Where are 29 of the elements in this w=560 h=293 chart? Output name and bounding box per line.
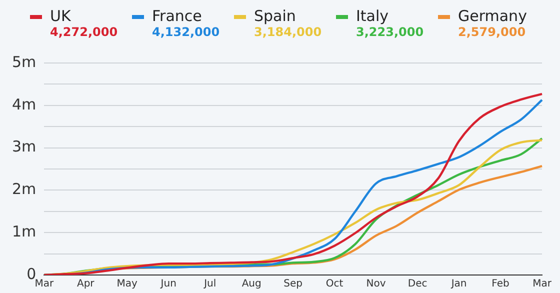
x-tick-label: Mar: [34, 278, 54, 290]
text: 2,579,000: [457, 25, 527, 40]
x-tick-label: Mar: [532, 278, 552, 290]
text: 4,132,000: [151, 25, 221, 40]
x-tick-label: Oct: [326, 278, 344, 290]
y-tick-label: 5m: [12, 52, 36, 71]
legend-label: Italy: [356, 7, 389, 25]
text: 3,223,000: [355, 25, 425, 40]
x-tick-label: Dec: [408, 278, 428, 290]
x-tick-label: Jul: [203, 278, 216, 290]
x-tick-label: Jan: [450, 278, 467, 290]
legend-label: UK: [50, 7, 71, 25]
y-tick-label: 4m: [12, 95, 36, 114]
x-tick-label: Aug: [242, 278, 262, 290]
y-tick-label: 3m: [12, 138, 36, 156]
x-tick-label: Sep: [284, 278, 303, 290]
legend-label: Spain: [254, 7, 296, 25]
text: 4,272,000: [49, 25, 119, 40]
x-tick-label: May: [116, 278, 138, 290]
x-tick-label: Feb: [492, 278, 510, 290]
text: 3,184,000: [253, 25, 323, 40]
y-tick-label: 0: [26, 264, 36, 283]
x-tick-label: Apr: [76, 278, 96, 290]
legend-label: France: [152, 7, 202, 25]
x-tick-label: Nov: [366, 278, 386, 290]
x-tick-label: Jun: [160, 278, 176, 290]
legend-label: Germany: [458, 7, 527, 25]
y-tick-label: 2m: [12, 180, 36, 198]
y-tick-label: 1m: [12, 222, 36, 240]
